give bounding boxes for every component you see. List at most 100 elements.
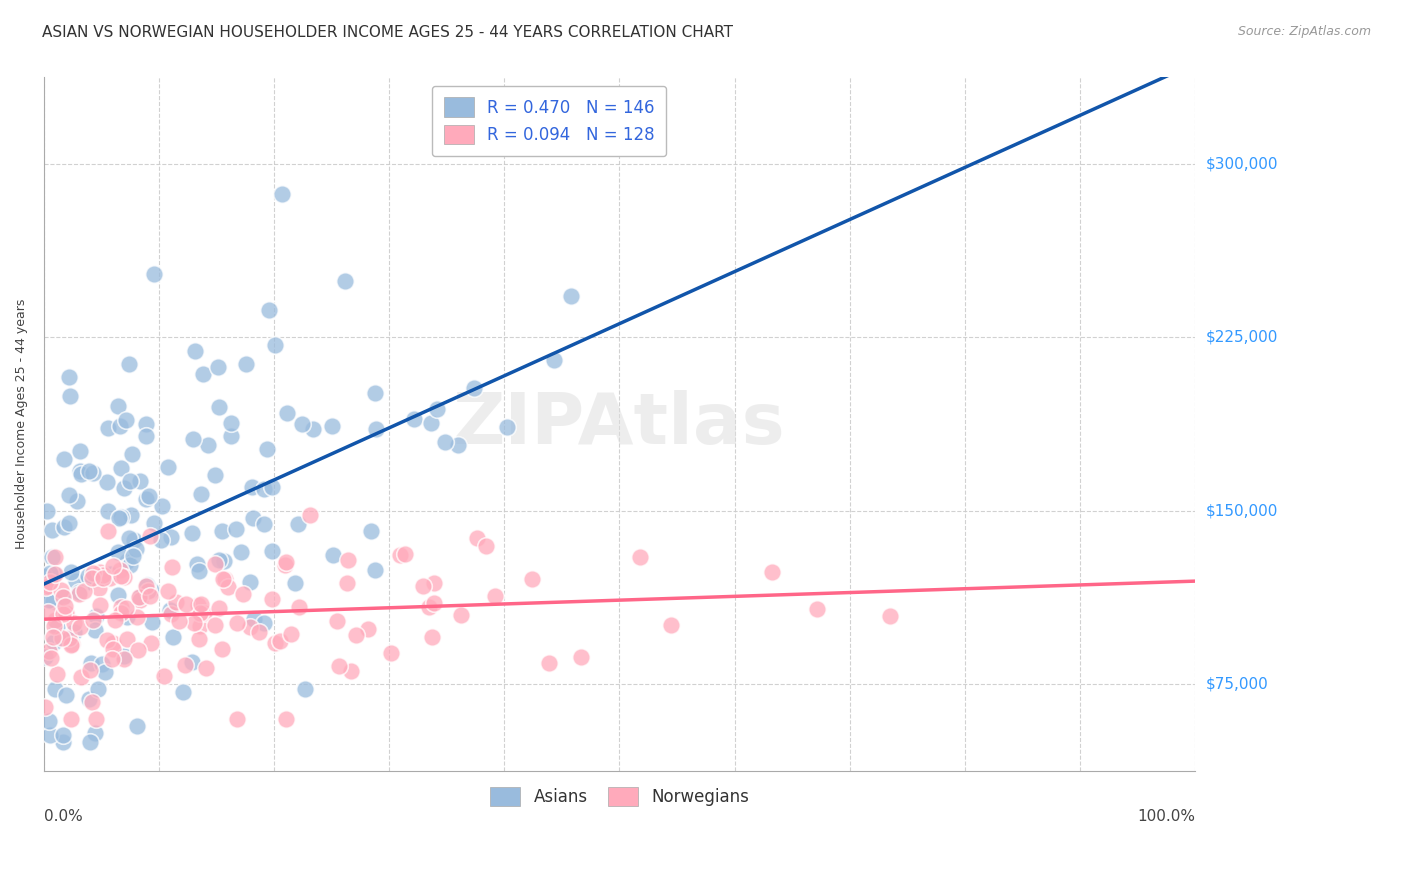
Point [115,610,138,624]
Point [135,578,157,592]
Point [82,467,104,481]
Point [69,619,91,633]
Point [67,585,90,599]
Point [326,615,349,629]
Point [77,464,100,478]
Point [520,572,543,586]
Point [49,582,72,597]
Point [659,617,682,632]
Point [38,714,60,729]
Point [276,712,298,726]
Point [294,682,316,697]
Point [122,533,145,547]
Point [115,601,138,615]
Point [80,695,103,709]
Point [79,735,101,749]
Point [450,607,472,622]
Point [225,522,247,536]
Point [159,530,181,544]
Point [190,597,212,611]
Point [761,566,783,580]
Point [97,421,120,435]
Point [41,523,63,537]
Point [84,725,107,739]
Point [270,187,292,202]
Point [69,464,91,478]
Point [69,444,91,458]
Point [195,661,218,675]
Point [39,650,62,665]
Point [70,467,93,481]
Point [344,627,367,641]
Point [96,475,118,489]
Point [44,613,66,627]
Point [263,636,285,650]
Point [273,558,295,572]
Point [569,649,592,664]
Point [394,548,416,562]
Point [288,599,311,614]
Point [280,627,302,641]
Point [433,434,456,449]
Point [225,712,247,726]
Point [128,591,150,605]
Point [162,560,184,574]
Point [44,681,66,696]
Point [412,578,434,592]
Point [34,649,56,664]
Point [108,511,131,525]
Point [402,412,425,426]
Point [219,416,242,430]
Point [139,582,162,597]
Text: $300,000: $300,000 [1206,157,1278,171]
Point [143,267,166,281]
Point [55,688,77,702]
Point [98,566,121,581]
Point [118,474,141,488]
Point [87,682,110,697]
Text: 100.0%: 100.0% [1137,809,1195,824]
Point [94,665,117,679]
Point [465,531,488,545]
Point [156,459,179,474]
Point [247,625,270,640]
Point [60,639,83,653]
Point [84,712,107,726]
Point [136,584,159,599]
Point [84,623,107,637]
Point [284,575,307,590]
Point [46,620,69,634]
Point [380,646,402,660]
Point [107,399,129,413]
Point [112,648,135,663]
Point [115,412,138,426]
Point [139,635,162,649]
Point [39,566,62,580]
Text: ZIPAtlas: ZIPAtlas [453,390,786,458]
Point [115,632,138,646]
Point [197,438,219,452]
Point [253,516,276,531]
Point [484,589,506,603]
Point [260,480,283,494]
Point [120,508,142,522]
Point [142,516,165,530]
Point [364,422,387,436]
Point [188,564,211,578]
Point [322,548,344,562]
Point [157,583,180,598]
Point [110,599,132,614]
Point [127,610,149,624]
Point [58,389,80,403]
Point [321,419,343,434]
Point [65,574,87,589]
Point [186,558,208,572]
Point [173,657,195,672]
Point [96,632,118,647]
Point [135,428,157,442]
Point [58,516,80,530]
Point [153,669,176,683]
Point [253,616,276,631]
Point [243,612,266,626]
Point [38,729,60,743]
